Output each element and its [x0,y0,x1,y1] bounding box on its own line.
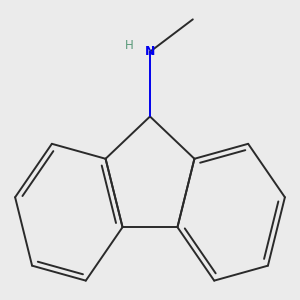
Text: N: N [145,45,155,58]
Text: H: H [125,39,134,52]
